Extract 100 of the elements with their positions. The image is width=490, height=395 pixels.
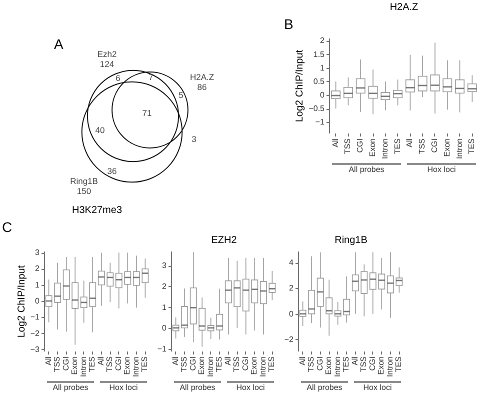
- text: 71: [142, 108, 152, 118]
- text: 36: [107, 166, 117, 176]
- x-tick-label: All: [330, 138, 340, 148]
- x-tick-label: Intron: [332, 356, 342, 377]
- category-label: Ezh2: [97, 49, 117, 59]
- y-axis-title: Log2 ChIP/Input: [16, 265, 28, 338]
- x-tick-label: TSS: [180, 356, 189, 372]
- y-tick-label: 3: [162, 261, 168, 270]
- x-tick-label: TSS: [306, 356, 316, 372]
- text: 3: [192, 134, 197, 144]
- x-tick-label: CGI: [240, 356, 250, 371]
- y-tick-label: 1: [162, 302, 168, 312]
- x-tick-label: All: [170, 356, 180, 366]
- y-tick-label: −1: [157, 344, 168, 354]
- x-tick-label: TES: [394, 356, 404, 372]
- x-tick-label: CGI: [315, 356, 324, 371]
- y-tick-label: −0.5: [308, 104, 326, 114]
- y-tick-label: 1: [320, 63, 326, 72]
- data-label: 150: [76, 186, 92, 196]
- category-label: H2A.Z: [190, 72, 214, 82]
- text: Hox loci: [109, 383, 138, 392]
- y-tick-label: 1.5: [313, 50, 326, 59]
- y-tick-label: −2: [284, 334, 294, 344]
- y-tick-label: 0: [289, 309, 294, 318]
- x-tick-label: All: [405, 138, 414, 148]
- x-tick-label: Exon: [376, 356, 386, 375]
- chart-title: Ring1B: [334, 235, 368, 246]
- x-tick-label: Intron: [385, 356, 394, 377]
- text: Hox loci: [236, 383, 265, 392]
- data-label: 124: [100, 59, 114, 69]
- x-tick-label: Intron: [258, 356, 268, 377]
- x-tick-label: TSS: [418, 138, 427, 154]
- x-tick-label: Exon: [197, 356, 206, 375]
- text: Hox loci: [427, 165, 456, 174]
- x-tick-label: CGI: [188, 356, 198, 371]
- y-tick-label: 3: [35, 248, 40, 258]
- text: A: [54, 36, 64, 52]
- text: All probes: [180, 383, 216, 392]
- text: 40: [95, 125, 105, 135]
- x-tick-label: Exon: [442, 138, 452, 157]
- x-tick-label: Intron: [454, 138, 464, 159]
- x-tick-label: Intron: [380, 138, 390, 159]
- text: All probes: [52, 383, 88, 392]
- x-tick-label: All: [44, 356, 53, 366]
- text: All probes: [348, 165, 384, 174]
- x-tick-label: TES: [214, 356, 224, 372]
- y-tick-label: 0: [35, 296, 40, 306]
- chart-title: EZH2: [211, 235, 238, 246]
- y-tick-label: −2: [30, 328, 40, 338]
- text: 5: [178, 90, 184, 100]
- category-label: Ring1B: [70, 176, 98, 186]
- y-axis-title: Log2 ChIP/Input: [294, 50, 306, 122]
- y-tick-label: 2: [289, 284, 294, 293]
- text: C: [2, 219, 12, 235]
- y-tick-label: 0: [320, 90, 326, 100]
- x-tick-label: Exon: [368, 138, 378, 157]
- data-label: 86: [197, 82, 207, 92]
- x-tick-label: TES: [392, 138, 402, 154]
- x-tick-label: Intron: [206, 356, 215, 377]
- text: Hox loci: [363, 383, 392, 392]
- y-tick-label: 4: [289, 258, 294, 268]
- y-tick-label: 0: [162, 324, 168, 333]
- x-tick-label: TES: [88, 356, 97, 372]
- x-tick-label: CGI: [61, 356, 70, 371]
- text: 6: [116, 73, 121, 83]
- x-tick-label: TES: [267, 356, 276, 372]
- x-tick-label: All: [350, 356, 360, 366]
- x-tick-label: CGI: [114, 356, 123, 371]
- y-tick-label: −1: [30, 312, 40, 322]
- x-tick-label: All: [96, 356, 106, 366]
- x-tick-label: Intron: [78, 356, 88, 377]
- x-tick-label: All: [298, 356, 307, 366]
- y-tick-label: 1: [35, 280, 40, 290]
- y-tick-label: −3: [30, 344, 40, 354]
- x-tick-label: Exon: [70, 356, 80, 375]
- x-tick-label: TES: [467, 138, 476, 154]
- x-tick-label: TSS: [359, 356, 368, 372]
- chart-title: H3K27me3: [72, 205, 122, 216]
- x-tick-label: Intron: [131, 356, 140, 377]
- chart-title: H2A.Z: [390, 2, 418, 13]
- x-tick-label: All: [223, 356, 232, 366]
- y-tick-label: 0.5: [313, 76, 326, 86]
- text: 7: [148, 72, 154, 82]
- x-tick-label: TES: [140, 356, 150, 372]
- x-tick-label: CGI: [368, 356, 377, 371]
- x-tick-label: TSS: [343, 138, 352, 154]
- x-tick-label: Exon: [122, 356, 132, 375]
- x-tick-label: Exon: [250, 356, 259, 375]
- x-tick-label: TSS: [105, 356, 114, 372]
- y-tick-label: 2: [320, 36, 326, 46]
- x-tick-label: TSS: [52, 356, 62, 372]
- x-tick-label: CGI: [430, 138, 439, 153]
- x-tick-label: Exon: [324, 356, 334, 375]
- x-tick-label: CGI: [356, 138, 365, 153]
- y-tick-label: −1: [315, 118, 326, 127]
- x-tick-label: TSS: [232, 356, 242, 372]
- x-tick-label: TES: [342, 356, 351, 372]
- y-tick-label: 2: [35, 264, 40, 274]
- y-tick-label: 2: [162, 282, 168, 291]
- text: All probes: [306, 383, 342, 392]
